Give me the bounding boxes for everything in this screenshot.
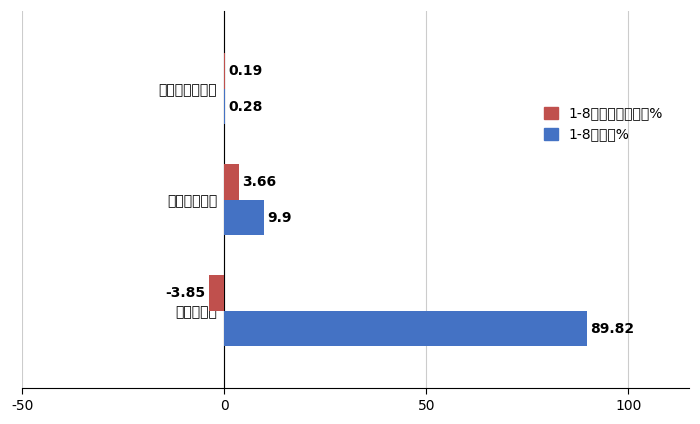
Text: 3.66: 3.66: [242, 175, 276, 189]
Bar: [224, 53, 225, 89]
Text: 9.9: 9.9: [267, 211, 292, 225]
Text: 0.19: 0.19: [228, 64, 262, 78]
Text: 0.28: 0.28: [229, 100, 263, 114]
Bar: [224, 89, 225, 124]
Bar: [224, 164, 239, 200]
Bar: [224, 311, 587, 346]
Bar: [209, 275, 224, 311]
Bar: [224, 200, 265, 235]
Legend: 1-8月占比同比增减%, 1-8月占比%: 1-8月占比同比增减%, 1-8月占比%: [538, 101, 668, 147]
Text: -3.85: -3.85: [165, 286, 206, 300]
Text: 89.82: 89.82: [590, 321, 634, 335]
